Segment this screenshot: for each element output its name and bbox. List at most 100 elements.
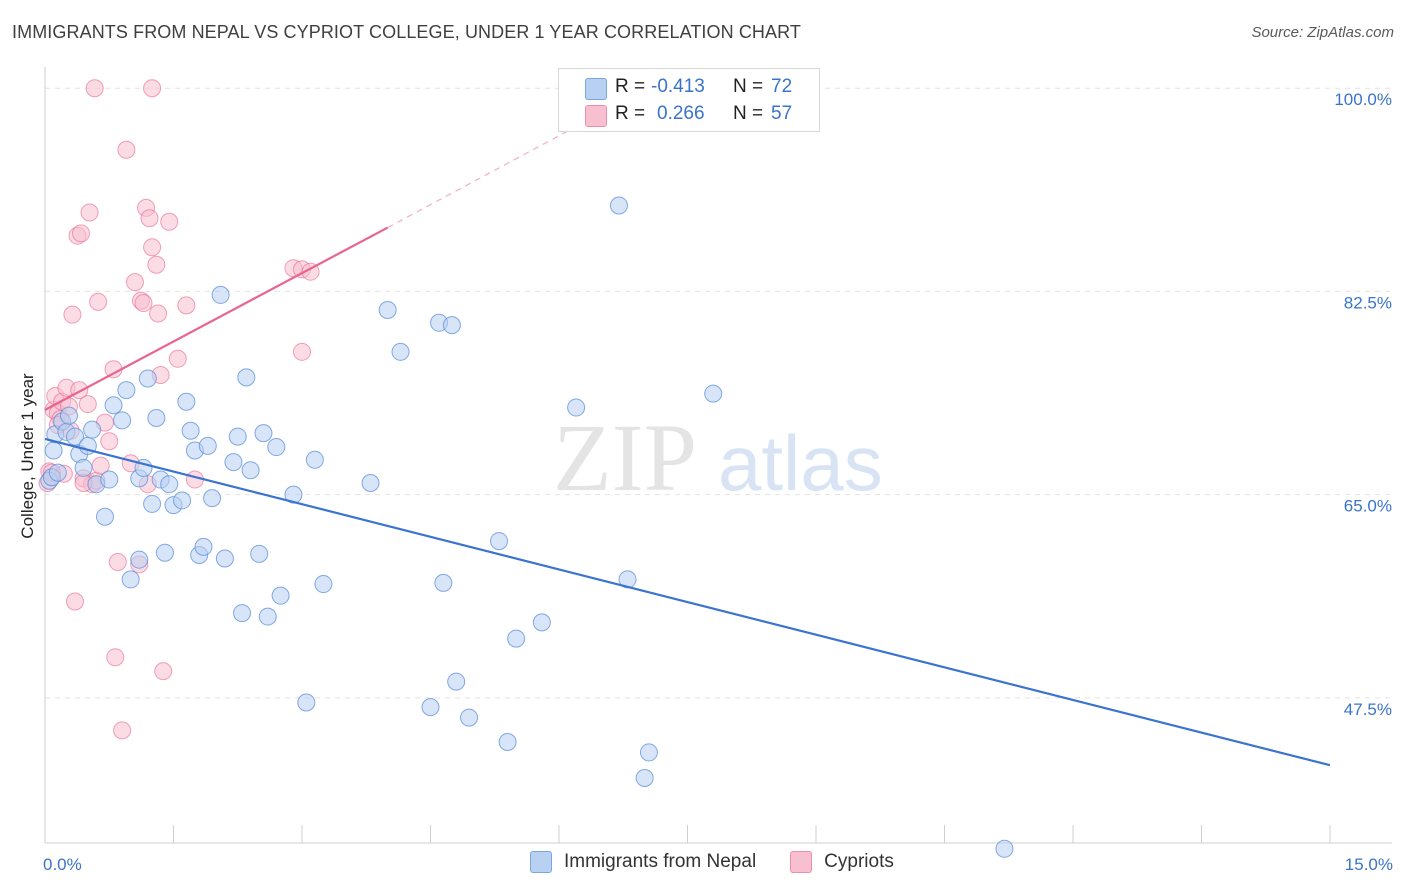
- axes: [44, 67, 1392, 844]
- nepal-point: [59, 406, 78, 425]
- watermark-zip: ZIP: [553, 404, 697, 511]
- nepal-point: [130, 550, 149, 569]
- nepal-point: [532, 613, 551, 632]
- cypriots-point: [106, 648, 125, 667]
- nepal-point: [434, 573, 453, 592]
- nepal-point: [271, 586, 290, 605]
- nepal-point: [233, 604, 252, 623]
- nepal-point: [609, 196, 628, 215]
- y-tick-label: 100.0%: [1334, 90, 1392, 109]
- nepal-point: [147, 409, 166, 428]
- nepal-point: [635, 768, 654, 787]
- cypriots-point: [89, 292, 108, 311]
- x-tick-label-max: 15.0%: [1345, 855, 1393, 874]
- nepal-point: [228, 427, 247, 446]
- nepal-point: [177, 392, 196, 411]
- nepal-point: [104, 396, 123, 415]
- nepal-point: [297, 693, 316, 712]
- nepal-point: [155, 543, 174, 562]
- nepal-point: [83, 420, 102, 439]
- nepal-point: [639, 743, 658, 762]
- nepal-point: [442, 316, 461, 335]
- cypriots-point: [143, 79, 162, 98]
- n-value: 57: [771, 103, 793, 124]
- cypriots-point: [108, 552, 127, 571]
- cypriots-point: [134, 294, 153, 313]
- source-label: Source: ZipAtlas.com: [1251, 24, 1394, 41]
- nepal-point: [194, 537, 213, 556]
- nepal-point: [490, 532, 509, 551]
- cypriots-point: [168, 349, 187, 368]
- trend-lines: [44, 130, 1331, 767]
- nepal-point: [160, 475, 179, 494]
- nepal-point: [305, 450, 324, 469]
- cypriots-point: [117, 140, 136, 159]
- cypriots-point: [154, 662, 173, 681]
- cypriots-point: [160, 212, 179, 231]
- nepal-point: [361, 474, 380, 493]
- nepal-point: [995, 839, 1014, 858]
- nepal-point: [284, 485, 303, 504]
- nepal-trend-line: [44, 437, 1331, 767]
- nepal-point: [143, 494, 162, 513]
- nepal-point: [314, 575, 333, 594]
- r-value: 0.266: [657, 103, 705, 124]
- legend: Immigrants from Nepal Cypriots: [530, 851, 928, 873]
- nepal-point: [421, 698, 440, 717]
- cypriots-points: [38, 79, 320, 740]
- cypriots-point: [293, 342, 311, 361]
- cypriots-point: [140, 209, 159, 228]
- nepal-point: [254, 424, 273, 443]
- cypriots-legend-swatch: [790, 851, 813, 873]
- r-value: -0.413: [651, 76, 705, 97]
- y-tick-label: 82.5%: [1344, 293, 1392, 312]
- nepal-point: [567, 398, 586, 417]
- nepal-point: [447, 672, 466, 691]
- nepal-point: [378, 301, 397, 320]
- cypriots-point: [78, 395, 97, 414]
- y-axis-label: College, Under 1 year: [18, 373, 37, 539]
- stats-legend: R = -0.413 N = 72 R = 0.266 N = 57: [558, 68, 820, 132]
- nepal-point: [100, 470, 119, 489]
- watermark: ZIP atlas: [553, 404, 883, 511]
- nepal-point: [237, 368, 256, 387]
- tick-labels: 100.0% 82.5% 65.0% 47.5% 0.0% 15.0%: [43, 90, 1393, 874]
- nepal-point: [507, 629, 526, 648]
- nepal-point: [113, 411, 132, 430]
- nepal-point: [203, 489, 222, 508]
- cypriots-point: [80, 203, 99, 222]
- y-tick-label: 47.5%: [1344, 700, 1392, 719]
- cypriots-swatch: [585, 105, 607, 127]
- nepal-points: [40, 196, 1014, 858]
- nepal-point: [121, 570, 140, 589]
- nepal-point: [138, 369, 157, 388]
- cypriots-point: [63, 305, 82, 324]
- nepal-point: [95, 507, 114, 526]
- cypriots-point: [71, 224, 90, 243]
- chart-title: IMMIGRANTS FROM NEPAL VS CYPRIOT COLLEGE…: [12, 22, 802, 42]
- legend-label-nepal: Immigrants from Nepal: [564, 851, 757, 872]
- r-label: R =: [615, 76, 646, 97]
- nepal-point: [498, 732, 517, 751]
- legend-item-cypriots[interactable]: Cypriots: [790, 851, 894, 873]
- cypriots-trend-extension: [387, 130, 568, 229]
- nepal-point: [267, 438, 286, 457]
- cypriots-point: [147, 255, 166, 274]
- nepal-point: [391, 342, 410, 361]
- r-label: R =: [615, 103, 646, 124]
- cypriots-point: [143, 238, 162, 257]
- nepal-legend-swatch: [530, 851, 552, 873]
- cypriots-point: [113, 721, 132, 740]
- legend-label-cypriots: Cypriots: [824, 851, 894, 872]
- cypriots-trend-line: [44, 226, 389, 411]
- x-tick-label-min: 0.0%: [43, 855, 82, 874]
- nepal-point: [258, 607, 277, 626]
- nepal-point: [224, 453, 243, 472]
- nepal-point: [704, 384, 723, 403]
- cypriots-point: [100, 432, 119, 451]
- cypriots-point: [85, 79, 104, 98]
- nepal-point: [181, 421, 200, 440]
- legend-item-nepal[interactable]: Immigrants from Nepal: [530, 851, 756, 873]
- nepal-point: [48, 463, 67, 482]
